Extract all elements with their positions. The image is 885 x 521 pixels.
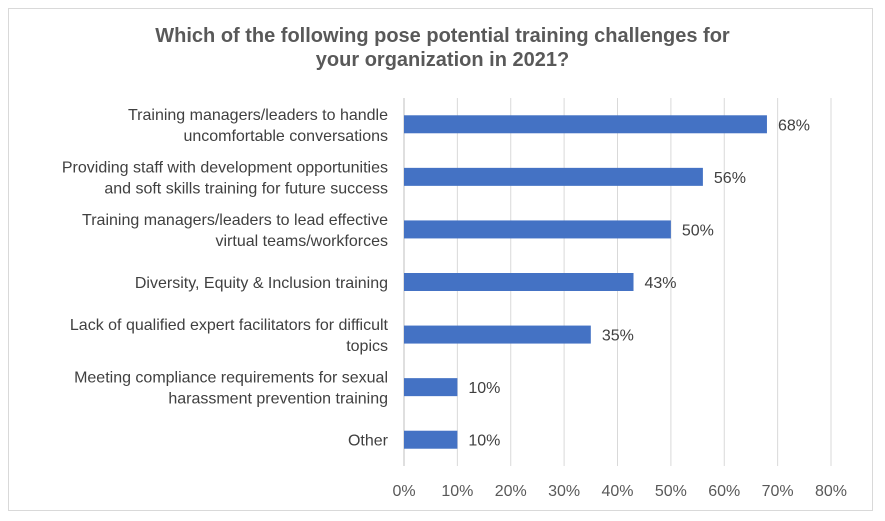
x-tick-label: 40% bbox=[601, 483, 633, 500]
chart-title-line-1: Which of the following pose potential tr… bbox=[155, 25, 730, 47]
category-label-line: Diversity, Equity & Inclusion training bbox=[135, 275, 388, 292]
data-label: 35% bbox=[602, 328, 634, 345]
category-label-line: topics bbox=[346, 338, 388, 355]
category-label-line: Other bbox=[348, 433, 389, 450]
bar bbox=[404, 167, 703, 186]
category-label-line: Providing staff with development opportu… bbox=[62, 159, 388, 176]
category-label-line: and soft skills training for future succ… bbox=[104, 180, 388, 197]
data-label: 43% bbox=[645, 275, 677, 292]
x-tick-label: 50% bbox=[655, 483, 687, 500]
data-labels: 68% 56% 50% 43% 35% 10% 10% bbox=[468, 117, 810, 449]
category-label-line: Lack of qualified expert facilitators fo… bbox=[70, 317, 389, 334]
category-label-line: Training managers/leaders to handle bbox=[128, 107, 388, 124]
data-label: 50% bbox=[682, 222, 714, 239]
x-axis-ticks: 0% 10% 20% 30% 40% 50% 60% 70% 80% bbox=[392, 483, 847, 500]
category-label-line: harassment prevention training bbox=[168, 391, 388, 408]
category-label: Lack of qualified expert facilitators fo… bbox=[70, 317, 389, 355]
data-label: 10% bbox=[468, 380, 500, 397]
x-tick-label: 0% bbox=[392, 483, 415, 500]
bar bbox=[404, 220, 671, 239]
x-tick-label: 20% bbox=[495, 483, 527, 500]
category-label-line: virtual teams/workforces bbox=[216, 233, 389, 250]
category-label-line: uncomfortable conversations bbox=[183, 128, 388, 145]
category-label-line: Meeting compliance requirements for sexu… bbox=[74, 370, 388, 387]
bar bbox=[404, 378, 458, 397]
category-label: Training managers/leaders to lead effect… bbox=[82, 212, 388, 250]
data-label: 10% bbox=[468, 433, 500, 450]
data-label: 56% bbox=[714, 170, 746, 187]
x-tick-label: 60% bbox=[708, 483, 740, 500]
x-tick-label: 80% bbox=[815, 483, 847, 500]
category-labels: Training managers/leaders to handle uncom… bbox=[62, 107, 389, 450]
chart-title: Which of the following pose potential tr… bbox=[0, 24, 885, 72]
chart-frame bbox=[8, 8, 873, 511]
x-tick-label: 70% bbox=[762, 483, 794, 500]
category-label: Other bbox=[348, 433, 389, 450]
bar bbox=[404, 325, 591, 344]
chart-title-line-2: your organization in 2021? bbox=[315, 49, 570, 71]
x-tick-label: 10% bbox=[441, 483, 473, 500]
bar bbox=[404, 430, 458, 449]
bars bbox=[404, 115, 767, 449]
category-label: Meeting compliance requirements for sexu… bbox=[74, 370, 388, 408]
bar bbox=[404, 273, 634, 291]
category-label: Providing staff with development opportu… bbox=[62, 159, 388, 197]
bar bbox=[404, 115, 767, 134]
data-label: 68% bbox=[778, 117, 810, 134]
x-tick-label: 30% bbox=[548, 483, 580, 500]
category-label-line: Training managers/leaders to lead effect… bbox=[82, 212, 388, 229]
category-label: Training managers/leaders to handle uncom… bbox=[128, 107, 388, 145]
category-label: Diversity, Equity & Inclusion training bbox=[135, 275, 388, 292]
